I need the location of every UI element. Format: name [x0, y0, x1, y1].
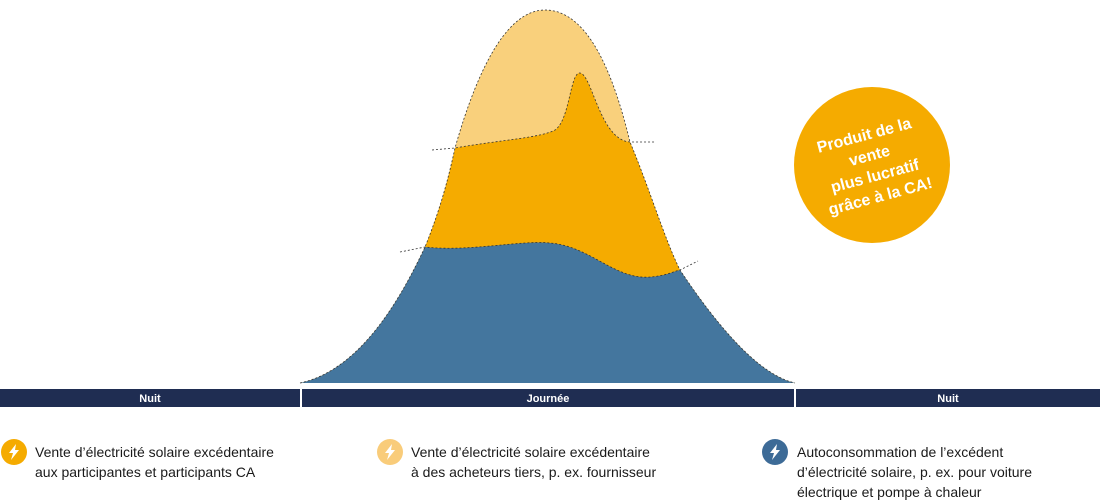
timeline-label: Journée — [527, 393, 570, 405]
area-self-consumption — [300, 242, 795, 383]
legend-text: aux participantes et participants CA — [35, 464, 256, 480]
legend-icons — [1, 439, 788, 465]
legend: Vente d’électricité solaire excédentaire… — [35, 444, 1032, 500]
legend-text: électrique et pompe à chaleur — [797, 484, 982, 500]
boundary-line — [399, 242, 699, 278]
icon — [377, 439, 403, 465]
legend-text: Vente d’électricité solaire excédentaire — [411, 444, 650, 460]
timeline-label: Nuit — [139, 393, 161, 405]
timeline-bar — [0, 389, 1100, 407]
timeline-label: Nuit — [937, 393, 959, 405]
icon — [1, 439, 27, 465]
legend-text: Vente d’électricité solaire excédentaire — [35, 444, 274, 460]
legend-text: d’électricité solaire, p. ex. pour voitu… — [797, 464, 1032, 480]
badge-circle — [794, 87, 950, 243]
legend-text: à des acheteurs tiers, p. ex. fournisseu… — [411, 464, 656, 480]
boundary-line — [431, 72, 656, 151]
legend-text: Autoconsommation de l’excédent — [797, 444, 1003, 460]
icon — [762, 439, 788, 465]
